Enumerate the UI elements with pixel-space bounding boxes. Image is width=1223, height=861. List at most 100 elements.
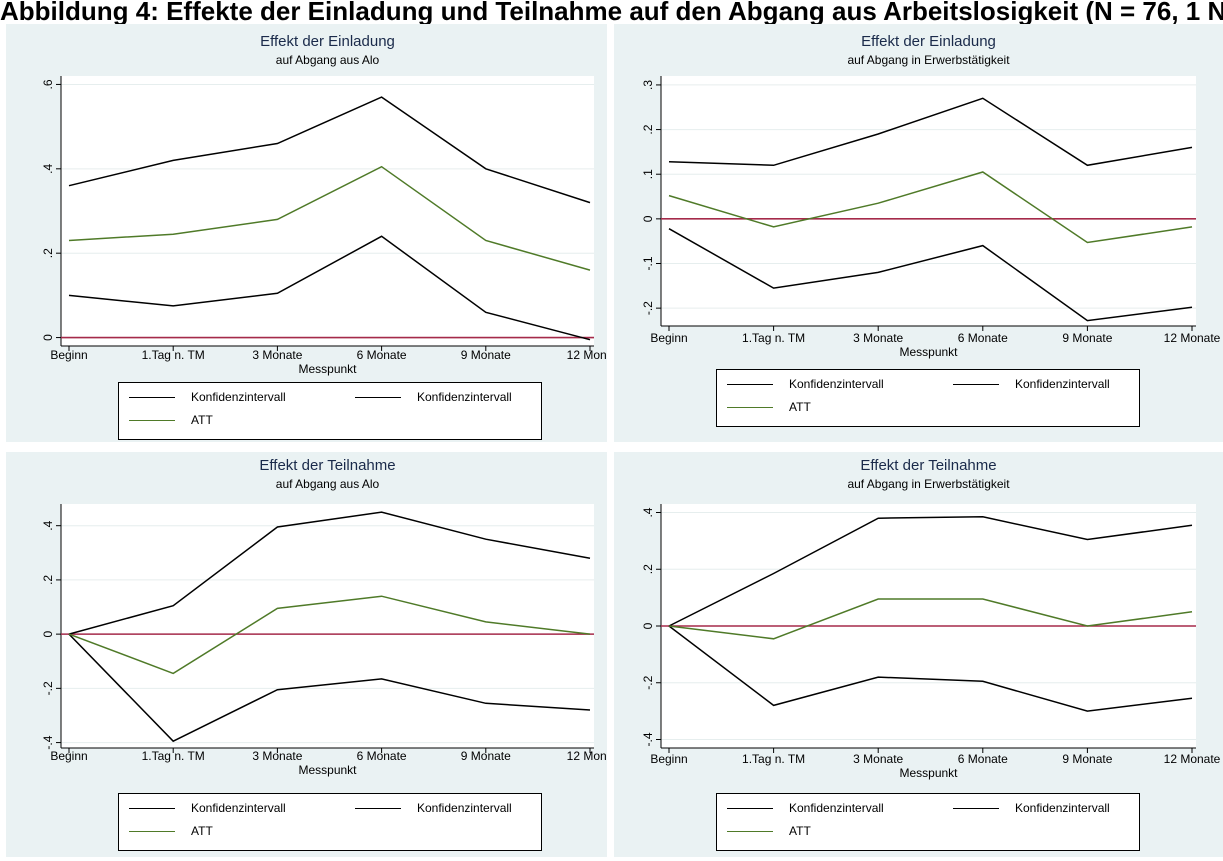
legend-swatch [355,808,401,809]
series-line-ci-upper [68,511,591,635]
y-tick-label: 0 [41,630,55,637]
chart-subtitle: auf Abgang in Erwerbstätigkeit [847,477,1010,491]
series-line-ci-lower [668,625,1193,712]
legend-label: ATT [789,400,811,414]
chart-legend: Konfidenzintervall Konfidenzintervall ATT [716,793,1140,851]
legend-item: Konfidenzintervall [727,377,917,391]
chart-subtitle: auf Abgang in Erwerbstätigkeit [847,53,1010,67]
x-tick-label: 1.Tag n. TM [142,749,205,763]
x-tick-label: 6 Monate [357,348,407,362]
y-tick-label: .6 [41,79,55,89]
y-tick-label: .2 [641,124,655,134]
y-tick-label: 0 [41,334,55,341]
y-tick-label: .2 [41,575,55,585]
x-tick-label: 6 Monate [958,331,1008,345]
legend-label: ATT [789,824,811,838]
x-tick-label: 3 Monate [252,348,302,362]
legend-label: Konfidenzintervall [789,801,884,815]
legend-item: Konfidenzintervall [727,801,917,815]
legend-item: ATT [727,400,917,414]
y-tick-label: -.4 [41,735,55,749]
y-tick-label: -.4 [641,732,655,746]
chart-svg: -.2 -.1 0 .1 .2 .3 Beginn 1.Tag n. TM 3 Monate 6 … [641,33,1221,359]
legend-label: Konfidenzintervall [191,801,286,815]
x-tick-label: Beginn [650,752,687,766]
legend-swatch [953,384,999,385]
legend-swatch [727,808,773,809]
legend-label: Konfidenzintervall [191,390,286,404]
x-tick-label: 3 Monate [853,752,903,766]
series-line-att [68,165,591,271]
chart-panel-einladung-erwerb: -.2 -.1 0 .1 .2 .3 Beginn 1.Tag n. TM 3 Monate 6 … [614,24,1223,442]
legend-item: Konfidenzintervall [355,801,545,815]
legend-label: ATT [191,824,213,838]
legend-label: ATT [191,413,213,427]
legend-label: Konfidenzintervall [1015,801,1110,815]
y-tick-label: -.2 [41,681,55,695]
y-tick-label: .4 [41,520,55,530]
x-tick-label: 6 Monate [357,749,407,763]
series-line-att [668,171,1193,244]
chart-panel-teilnahme-erwerb: -.4 -.2 0 .2 .4 Beginn 1.Tag n. TM 3 Monate 6 Mo… [614,452,1223,857]
x-tick-label: 9 Monate [1062,331,1112,345]
legend-label: Konfidenzintervall [417,390,512,404]
chart-legend: Konfidenzintervall Konfidenzintervall ATT [716,369,1140,427]
legend-swatch [727,384,773,385]
y-tick-label: .2 [41,248,55,258]
chart-panel-teilnahme-alo: -.4 -.2 0 .2 .4 Beginn 1.Tag n. TM 3 Monate 6 Mo… [6,452,607,857]
x-tick-label: 12 Monate [1164,331,1221,345]
x-tick-label: 1.Tag n. TM [142,348,205,362]
x-tick-label: 12 Mona [567,749,607,763]
x-tick-label: 12 Monate [1164,752,1221,766]
legend-swatch [727,407,773,408]
legend-label: Konfidenzintervall [417,801,512,815]
chart-svg: 0 .2 .4 .6 Beginn 1.Tag n. TM 3 Monate 6 Monate… [41,33,607,376]
x-tick-label: 1.Tag n. TM [742,752,805,766]
x-tick-label: 1.Tag n. TM [742,331,805,345]
series-line-att [668,598,1193,640]
x-tick-label: 9 Monate [461,749,511,763]
legend-swatch [129,808,175,809]
y-tick-label: -.2 [641,301,655,315]
x-tick-label: 9 Monate [461,348,511,362]
chart-svg: -.4 -.2 0 .2 .4 Beginn 1.Tag n. TM 3 Monate 6 Mo… [641,457,1221,780]
y-tick-label: .4 [41,163,55,173]
legend-swatch [727,831,773,832]
y-tick-label: .4 [641,507,655,517]
series-line-ci-upper [668,97,1193,167]
series-line-ci-upper [68,96,591,204]
x-axis-title: Messpunkt [899,766,958,780]
chart-svg: -.4 -.2 0 .2 .4 Beginn 1.Tag n. TM 3 Monate 6 Mo… [41,457,607,777]
chart-subtitle: auf Abgang aus Alo [276,477,380,491]
plot-area [61,76,594,346]
x-tick-label: Beginn [50,749,87,763]
x-axis-title: Messpunkt [298,763,357,777]
legend-item: Konfidenzintervall [129,801,319,815]
legend-item: Konfidenzintervall [953,377,1143,391]
y-tick-label: -.1 [641,256,655,270]
series-line-ci-upper [668,516,1193,627]
chart-title: Effekt der Einladung [861,33,996,50]
plot-area [661,76,1196,326]
x-tick-label: 12 Mona [567,348,607,362]
y-tick-label: .1 [641,169,655,179]
series-line-ci-lower [68,235,591,341]
x-tick-label: 3 Monate [252,749,302,763]
plot-area [61,504,594,748]
chart-legend: Konfidenzintervall Konfidenzintervall ATT [118,382,542,440]
chart-panel-einladung-alo: 0 .2 .4 .6 Beginn 1.Tag n. TM 3 Monate 6 Monate… [6,24,607,442]
chart-subtitle: auf Abgang aus Alo [276,53,380,67]
legend-swatch [953,808,999,809]
chart-title: Effekt der Einladung [260,33,395,50]
y-tick-label: -.2 [641,675,655,689]
chart-title: Effekt der Teilnahme [860,457,996,474]
legend-swatch [129,831,175,832]
legend-item: ATT [727,824,917,838]
y-tick-label: 0 [641,622,655,629]
series-line-att [68,595,591,675]
x-tick-label: Beginn [50,348,87,362]
legend-item: Konfidenzintervall [129,390,319,404]
series-line-ci-lower [68,633,591,743]
y-tick-label: 0 [641,215,655,222]
chart-legend: Konfidenzintervall Konfidenzintervall ATT [118,793,542,851]
